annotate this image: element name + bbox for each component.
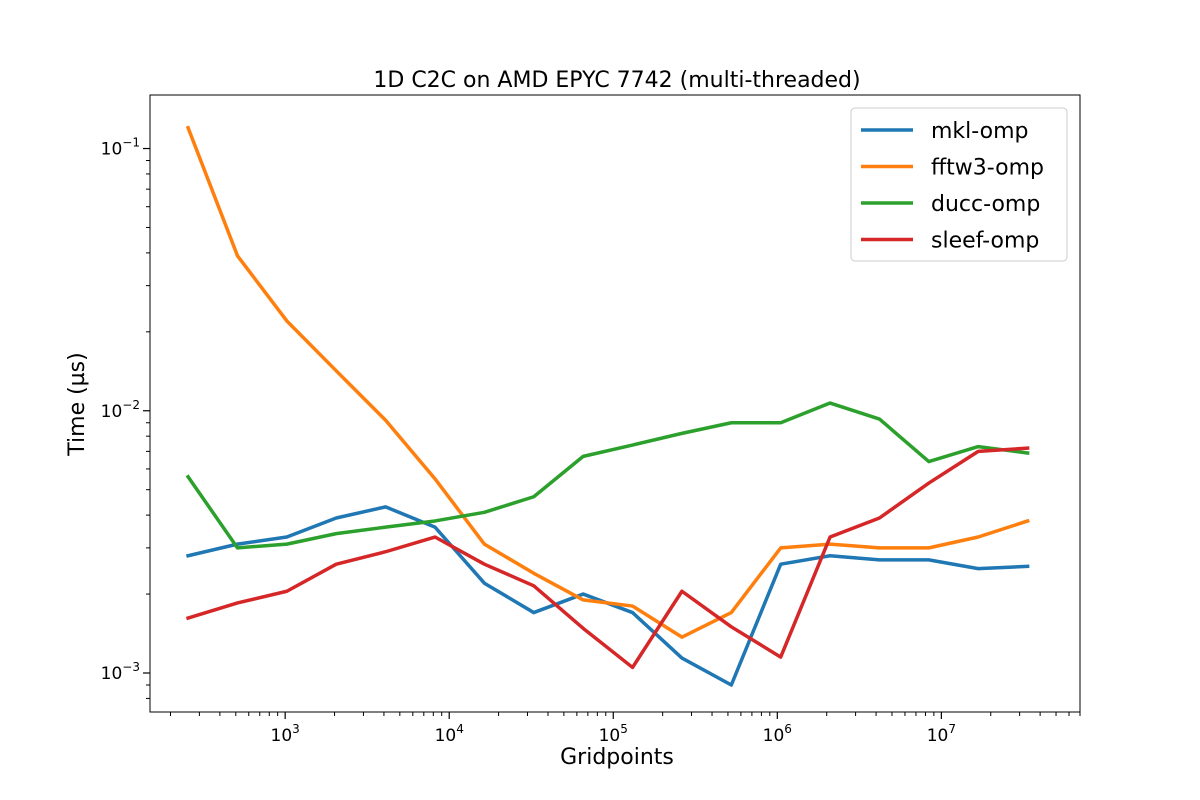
x-tick-label: 106 [763,722,792,746]
x-axis-label: Gridpoints [560,745,674,770]
y-axis-label: Time (µs) [65,352,90,456]
legend-label-sleef-omp: sleef-omp [931,229,1039,254]
legend-label-fftw3-omp: fftw3-omp [931,156,1044,181]
x-tick-label: 103 [271,722,300,746]
series-lines [185,125,1030,687]
legend-label-ducc-omp: ducc-omp [931,192,1040,217]
legend: mkl-omp fftw3-omp ducc-omp sleef-omp [850,107,1068,262]
series-line-ducc-omp [185,401,1030,550]
legend-box [850,107,1068,262]
legend-label-mkl-omp: mkl-omp [931,119,1029,144]
x-tick-label: 104 [435,722,464,746]
series-line-fftw3-omp [185,125,1030,639]
series-line-sleef-omp [185,446,1030,670]
y-tick-label: 10−2 [101,398,140,422]
y-tick-label: 10−1 [101,136,140,160]
x-tick-label: 105 [599,722,628,746]
x-tick-label: 107 [927,722,956,746]
chart-title: 1D C2C on AMD EPYC 7742 (multi-threaded) [373,68,860,93]
y-tick-label: 10−3 [101,660,140,684]
axes: 103 104 105 106 107 10−1 10−2 10−3 [101,94,1081,746]
plot-frame [149,94,1081,713]
